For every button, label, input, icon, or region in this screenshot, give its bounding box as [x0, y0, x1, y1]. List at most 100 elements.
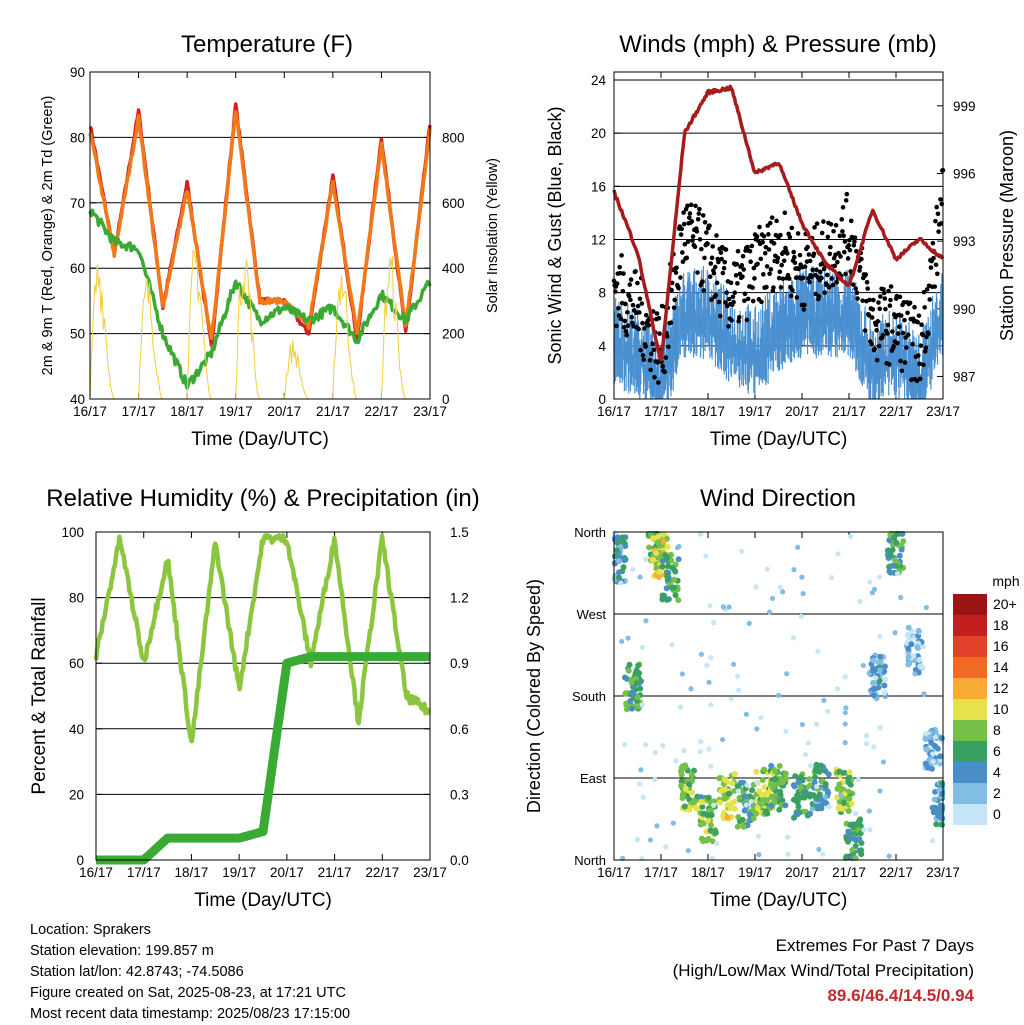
direction-point [721, 795, 728, 802]
y-axis-label: Direction (Colored By Speed) [524, 579, 544, 813]
figure-created: Figure created on Sat, 2025-08-23, at 17… [30, 985, 346, 1001]
direction-point [688, 772, 695, 779]
x-tick-label: 22/17 [365, 404, 399, 419]
gust-point [834, 279, 840, 285]
gust-point [689, 219, 695, 224]
gust-point [630, 320, 635, 326]
direction-point [912, 671, 918, 677]
direction-point [722, 777, 729, 784]
gust-point [881, 290, 887, 296]
gust-point [764, 284, 769, 290]
gust-point [877, 306, 883, 312]
direction-point [654, 823, 660, 829]
direction-point [646, 544, 653, 551]
direction-point [807, 763, 814, 769]
direction-point [795, 779, 802, 786]
gust-point [690, 238, 695, 243]
direction-point [664, 554, 671, 561]
y-tick-label: North [574, 525, 606, 540]
gust-point [642, 326, 647, 331]
x-tick-label: 17/17 [122, 404, 156, 419]
direction-point [870, 679, 877, 686]
y-tick-label: 80 [69, 591, 84, 606]
gust-point [806, 252, 812, 257]
direction-point [876, 574, 883, 580]
direction-point [734, 823, 741, 830]
gust-point [851, 242, 857, 248]
direction-point [731, 771, 738, 778]
gust-point [648, 367, 653, 373]
direction-point [659, 563, 666, 570]
direction-point [655, 539, 662, 546]
gust-point [695, 216, 701, 222]
direction-point [750, 815, 757, 822]
gust-point [704, 230, 709, 235]
direction-point [810, 792, 817, 799]
gust-point [788, 293, 794, 299]
x-tick-label: 21/17 [832, 404, 866, 419]
y-axis-label: Percent & Total Rainfall [29, 597, 50, 794]
direction-point [689, 789, 696, 796]
legend-swatch [953, 657, 987, 678]
y2-tick-label: 400 [442, 261, 465, 276]
direction-point [790, 814, 797, 821]
direction-point [746, 620, 752, 626]
gust-point [630, 302, 636, 308]
direction-point [652, 776, 658, 783]
gust-point [797, 252, 803, 258]
legend-label: 14 [993, 659, 1009, 675]
direction-point [792, 773, 799, 780]
gust-point [705, 241, 710, 247]
direction-point [828, 575, 835, 581]
direction-point [669, 642, 675, 648]
y-tick-label: 16 [591, 179, 606, 194]
direction-point [689, 799, 696, 806]
direction-point [678, 782, 685, 789]
gust-point [620, 288, 626, 294]
x-tick-label: 22/17 [365, 865, 399, 880]
direction-point [761, 784, 768, 791]
gust-point [801, 307, 807, 312]
direction-point [708, 702, 714, 708]
direction-point [820, 851, 826, 857]
direction-point [777, 788, 784, 795]
gust-point [874, 357, 880, 363]
legend-swatch [953, 636, 987, 657]
x-tick-label: 20/17 [270, 865, 304, 880]
gust-point [888, 297, 893, 303]
direction-point [870, 692, 877, 699]
gust-point [870, 307, 876, 312]
direction-point [777, 584, 783, 590]
direction-point [800, 591, 806, 597]
direction-point [889, 547, 896, 554]
y2-tick-label: 0 [442, 392, 450, 407]
x-tick-label: 16/17 [79, 865, 113, 880]
direction-point [870, 667, 877, 674]
direction-point [873, 675, 879, 681]
gust-point [710, 244, 715, 249]
direction-point [772, 776, 779, 783]
direction-point [669, 564, 676, 571]
direction-point [656, 568, 663, 575]
y2-tick-label: 990 [953, 302, 976, 317]
gust-point [758, 256, 764, 262]
gust-point [900, 330, 906, 336]
y2-tick-label: 0.6 [450, 722, 469, 737]
gust-point [871, 297, 876, 303]
gust-point [825, 234, 831, 240]
gust-point [872, 346, 877, 352]
direction-point [754, 726, 760, 732]
gust-point [643, 312, 649, 318]
direction-point [744, 782, 750, 788]
direction-point [758, 791, 765, 798]
direction-point [653, 550, 660, 557]
gust-point [700, 279, 705, 284]
gust-point [835, 259, 840, 265]
x-tick-label: 18/17 [691, 404, 725, 419]
gust-point [724, 290, 729, 295]
gust-point [628, 277, 634, 282]
direction-point [848, 800, 855, 807]
panel-title: Wind Direction [700, 485, 856, 512]
station-info: Location: Sprakers Station elevation: 19… [30, 920, 350, 1025]
gust-point [646, 322, 652, 328]
